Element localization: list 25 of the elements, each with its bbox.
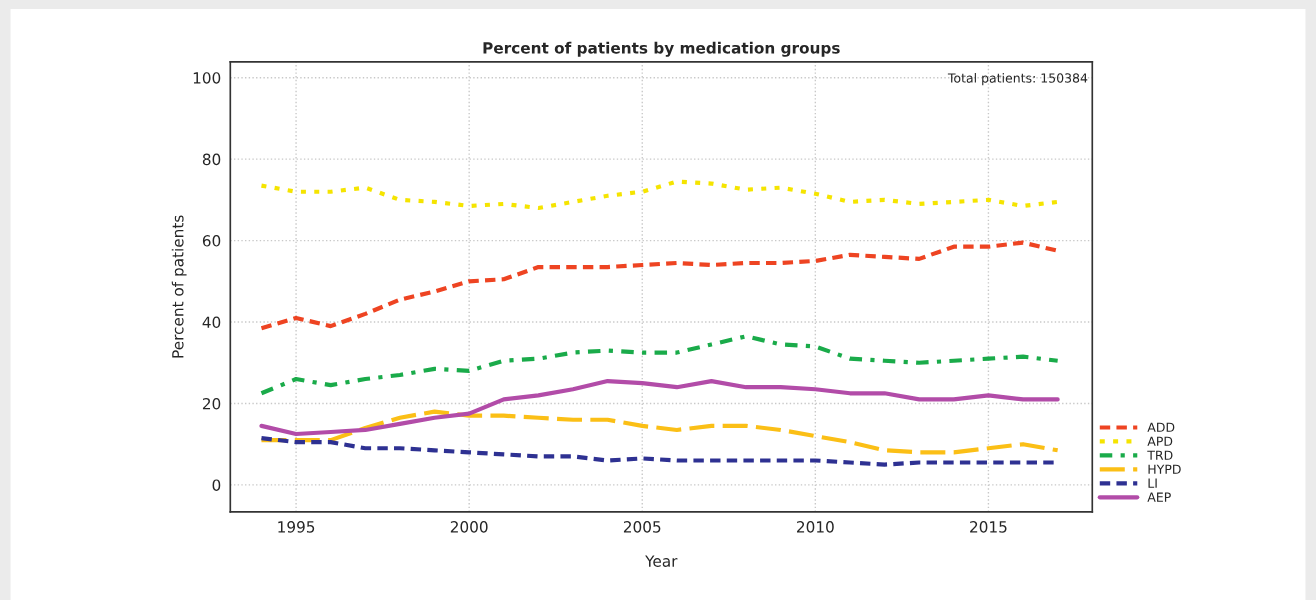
legend-label: LI — [1148, 478, 1157, 488]
y-tick-label: 40 — [202, 316, 221, 329]
legend-label: ADD — [1147, 422, 1175, 432]
legend-label: AEP — [1147, 492, 1171, 502]
y-tick-label: 0 — [212, 479, 221, 491]
legend-label: TRD — [1147, 450, 1173, 460]
annotation: Total patients: 150384 — [947, 73, 1088, 86]
y-tick-label: 100 — [193, 72, 221, 84]
x-tick-label: 2000 — [450, 521, 488, 533]
line-series — [259, 334, 1060, 396]
x-tick-label: 2010 — [797, 521, 834, 533]
line-series — [259, 409, 1060, 455]
x-tick-label: 2005 — [623, 521, 661, 533]
x-tick-label: 2015 — [970, 521, 1007, 533]
legend-label: APD — [1147, 436, 1173, 446]
chart-title: Percent of patients by medication groups — [483, 41, 840, 57]
y-tick-label: 20 — [202, 397, 221, 410]
x-tick-label: 1995 — [278, 521, 315, 533]
x-axis-title: Year — [645, 555, 678, 567]
y-axis-title: Percent of patients — [171, 215, 187, 358]
y-tick-label: 60 — [202, 235, 221, 247]
legend-label: HYPD — [1148, 464, 1181, 474]
line-series — [259, 378, 1060, 437]
y-tick-label: 80 — [202, 153, 221, 166]
line-series — [259, 179, 1060, 211]
